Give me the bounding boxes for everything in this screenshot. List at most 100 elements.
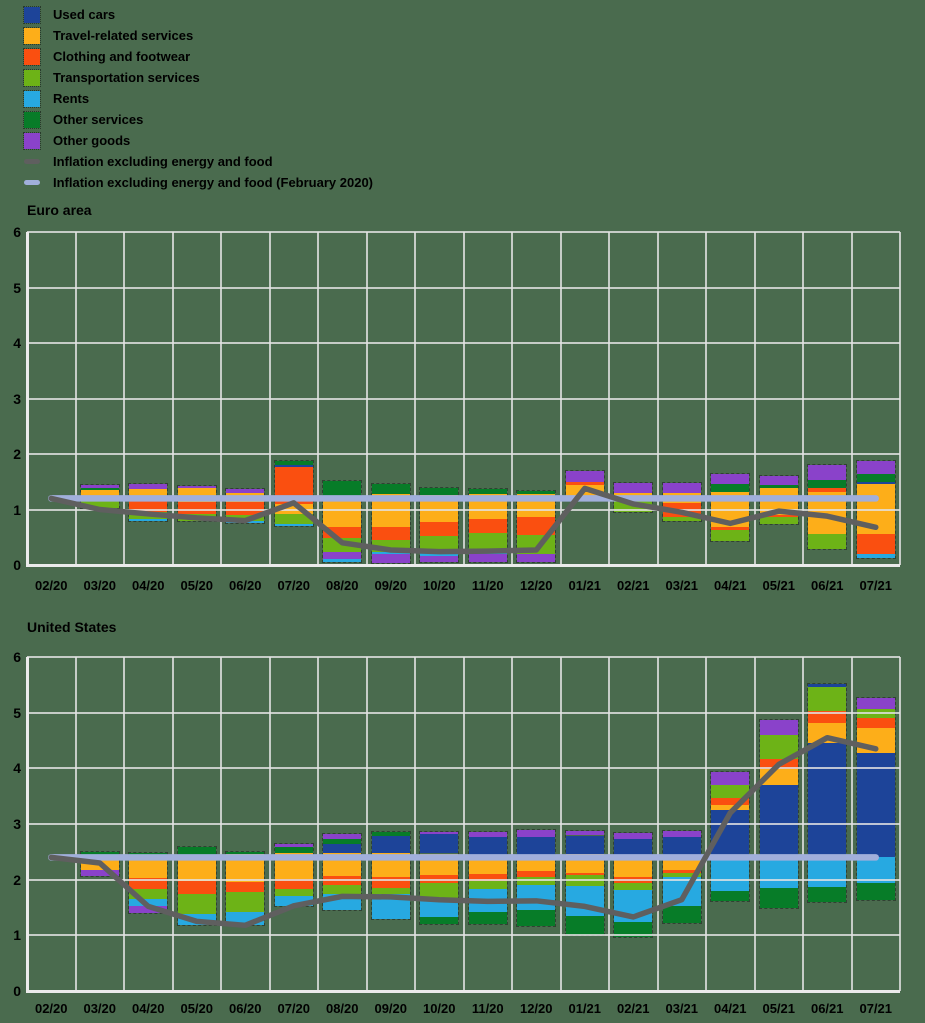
bar-segment-travel xyxy=(420,853,459,875)
bar-segment-other_services xyxy=(711,484,750,493)
legend-item-label: Used cars xyxy=(53,7,116,22)
bar-segment-other_goods xyxy=(323,552,362,559)
bar-segment-other_services xyxy=(274,846,313,854)
bar-03/21 xyxy=(661,829,702,924)
bar-segment-rents xyxy=(856,857,895,883)
bar-03/20 xyxy=(79,850,120,877)
bar-segment-transportation xyxy=(420,536,459,554)
y-tick-label-3: 3 xyxy=(13,816,21,832)
gridline-vertical xyxy=(74,657,77,991)
gridline-vertical xyxy=(365,657,368,991)
gridline-horizontal xyxy=(27,823,900,825)
bar-segment-other_services xyxy=(565,915,604,936)
bar-segment-other_goods xyxy=(274,844,313,847)
bar-03/20 xyxy=(79,483,120,510)
x-tick-label-02/20: 02/20 xyxy=(34,1001,68,1016)
bar-segment-transportation xyxy=(468,533,507,553)
y-axis-line xyxy=(26,657,29,993)
bar-segment-used_cars xyxy=(371,835,410,854)
bar-segment-clothing xyxy=(856,717,895,728)
x-tick-label-04/21: 04/21 xyxy=(713,578,747,593)
bar-05/20 xyxy=(176,485,217,522)
legend-item-label: Clothing and footwear xyxy=(53,49,191,64)
bar-segment-clothing xyxy=(614,877,653,883)
bar-segment-rents xyxy=(711,855,750,891)
bar-segment-other_goods xyxy=(711,772,750,786)
bar-segment-travel xyxy=(177,855,216,882)
united-states-x-axis-labels: 02/20 03/20 04/20 05/20 06/20 07/20 08/20 09/20… xyxy=(27,1001,900,1016)
y-tick-label-2: 2 xyxy=(13,446,21,462)
x-tick-label-07/20: 07/20 xyxy=(277,578,311,593)
bar-segment-used_cars xyxy=(274,465,313,468)
y-tick-label-3: 3 xyxy=(13,390,21,407)
bar-09/20 xyxy=(370,831,411,920)
bar-segment-transportation xyxy=(711,530,750,541)
x-tick-label-04/20: 04/20 xyxy=(131,578,165,593)
bar-06/21 xyxy=(807,683,848,904)
x-tick-label-11/20: 11/20 xyxy=(471,578,504,593)
euro-area-x-axis-labels: 02/20 03/20 04/20 05/20 06/20 07/20 08/20 09/20… xyxy=(27,578,900,593)
bar-segment-other_goods xyxy=(226,489,265,493)
legend-item-label: Inflation excluding energy and food xyxy=(53,154,273,169)
bar-segment-other_services xyxy=(517,490,556,494)
bar-05/20 xyxy=(176,845,217,927)
bar-segment-other_goods xyxy=(420,832,459,834)
gridline-vertical xyxy=(317,657,319,991)
x-tick-label-05/21: 05/21 xyxy=(762,1001,796,1016)
bar-07/21 xyxy=(855,696,896,902)
gridline-vertical xyxy=(26,232,28,565)
bar-segment-other_goods xyxy=(468,554,507,562)
x-tick-label-02/21: 02/21 xyxy=(616,578,650,593)
transportation-swatch-icon xyxy=(23,68,41,87)
bar-segment-travel xyxy=(808,722,847,744)
bar-segment-clothing xyxy=(274,878,313,890)
x-tick-label-07/21: 07/21 xyxy=(859,1001,893,1016)
bar-segment-transportation xyxy=(468,881,507,890)
bar-segment-transportation xyxy=(856,709,895,718)
bar-07/20 xyxy=(273,843,314,907)
bar-segment-travel xyxy=(226,492,265,502)
bar-segment-travel xyxy=(226,853,265,882)
bar-segment-other_goods xyxy=(856,460,895,474)
legend-item-other_goods: Other goods xyxy=(23,130,373,151)
bar-segment-used_cars xyxy=(420,833,459,854)
bar-segment-rents xyxy=(614,889,653,922)
bar-segment-transportation xyxy=(517,876,556,885)
bar-segment-transportation xyxy=(80,500,119,509)
bar-segment-other_services xyxy=(323,838,362,844)
bar-segment-clothing xyxy=(226,881,265,893)
gridline-vertical xyxy=(850,657,853,991)
bar-segment-other_services xyxy=(177,846,216,856)
bar-segment-clothing xyxy=(371,876,410,888)
bar-segment-clothing xyxy=(662,502,701,517)
legend-item-label: Rents xyxy=(53,91,90,106)
lines-layer xyxy=(48,485,879,555)
bar-segment-other_goods xyxy=(323,834,362,839)
bar-segment-other_services xyxy=(420,487,459,495)
bar-segment-rents xyxy=(420,553,459,556)
bar-04/21 xyxy=(710,771,751,903)
bar-segment-travel xyxy=(129,489,168,499)
bar-02/21 xyxy=(613,832,654,938)
bar-segment-other_services xyxy=(808,886,847,903)
bar-segment-rents xyxy=(759,856,798,888)
lines-layer xyxy=(48,734,879,929)
bar-segment-clothing xyxy=(420,521,459,537)
x-tick-label-03/21: 03/21 xyxy=(665,578,699,593)
bar-segment-clothing xyxy=(129,498,168,513)
bar-segment-rents xyxy=(274,896,313,906)
bar-segment-travel xyxy=(759,769,798,785)
bar-segment-rents xyxy=(323,894,362,911)
gridline-vertical xyxy=(220,232,222,565)
bar-09/20 xyxy=(370,483,411,565)
bar-segment-other_services xyxy=(420,917,459,925)
bar-segment-travel xyxy=(856,727,895,754)
bar-segment-other_services xyxy=(129,852,168,858)
euro-area-plot xyxy=(26,231,901,567)
bar-segment-transportation xyxy=(517,534,556,555)
gridline-horizontal xyxy=(27,711,900,714)
bar-segment-other_services xyxy=(759,887,798,908)
gridline-vertical xyxy=(511,232,513,565)
bar-segment-clothing xyxy=(808,487,847,492)
x-tick-label-02/20: 02/20 xyxy=(34,578,68,593)
